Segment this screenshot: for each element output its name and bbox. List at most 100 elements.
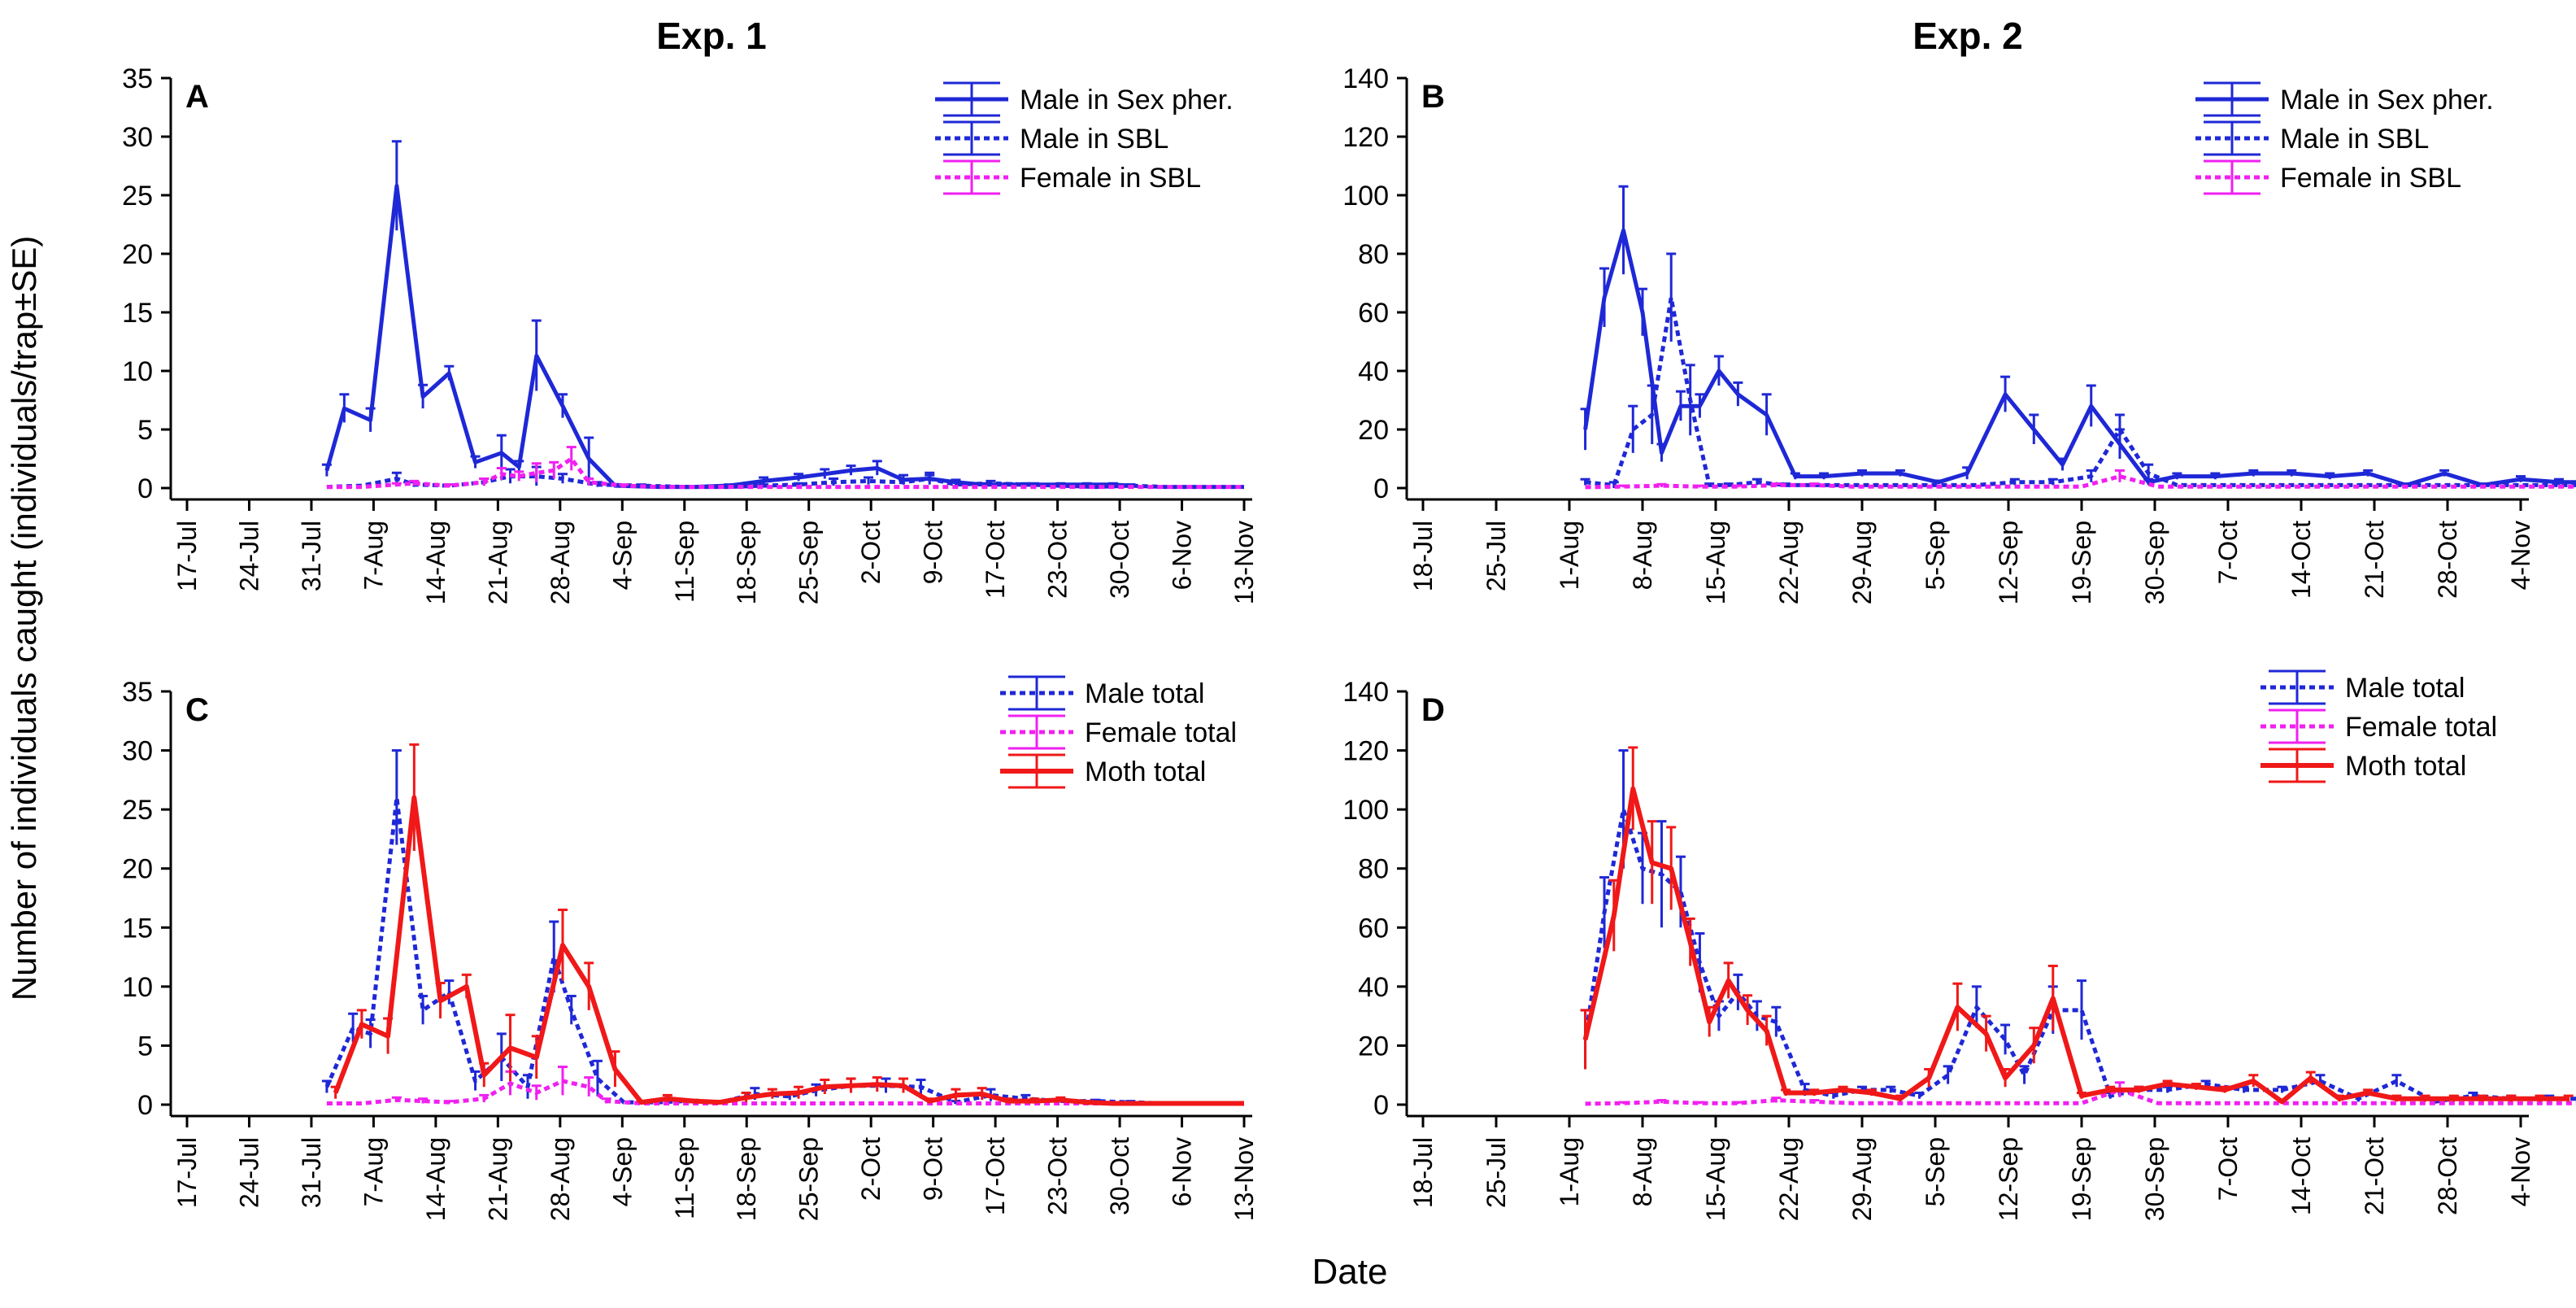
series-line xyxy=(1583,807,2576,1104)
legend: Male total Female total Moth total xyxy=(1000,675,1237,789)
panel-c: 0 5 10 15 20 25 30 35 17-Jul 24-Jul 31-Jul 7-Aug 14-… xyxy=(122,675,1259,1221)
x-tick-label: 7-Aug xyxy=(359,521,388,590)
legend-label: Male in SBL xyxy=(2280,124,2429,155)
x-tick-label: 14-Oct xyxy=(2287,521,2316,599)
series-male-total xyxy=(1580,749,2576,1104)
x-tick-label: 14-Aug xyxy=(421,1137,450,1221)
x-tick-label: 13-Nov xyxy=(1229,521,1259,604)
series-line xyxy=(1582,786,2569,1105)
legend-label: Male total xyxy=(1085,678,1204,709)
x-tick-label: 17-Oct xyxy=(981,1137,1010,1215)
y-tick-label: 30 xyxy=(122,736,153,767)
series-moth-total xyxy=(330,743,1244,1106)
panels: 0 5 10 15 20 25 30 35 17-Jul 24-Jul 31-Jul 7-Aug 14-… xyxy=(122,15,2576,1221)
x-tick-label: 25-Sep xyxy=(794,521,824,604)
x-tick-label: 31-Jul xyxy=(297,1137,326,1208)
x-tick-label: 22-Aug xyxy=(1774,1137,1804,1221)
legend-label: Female in SBL xyxy=(2280,163,2461,194)
x-tick-label: 9-Oct xyxy=(919,1137,948,1201)
y-tick-label: 60 xyxy=(1358,298,1389,329)
x-tick-label: 4-Nov xyxy=(2506,521,2535,590)
series-male-in-sex-pher xyxy=(321,140,1136,490)
y-tick-label: 0 xyxy=(1373,1090,1389,1121)
x-tick-label: 30-Oct xyxy=(1105,1137,1134,1215)
legend-label: Moth total xyxy=(2345,751,2466,782)
x-tick-label: 30-Sep xyxy=(2140,1137,2169,1221)
y-tick-label: 0 xyxy=(1373,473,1389,504)
x-tick-label: 4-Sep xyxy=(607,521,637,590)
y-tick-label: 20 xyxy=(122,239,153,270)
y-tick-label: 15 xyxy=(122,913,153,944)
y-tick-label: 120 xyxy=(1342,122,1389,153)
series-male-in-sbl xyxy=(1580,252,2576,488)
x-tick-label: 25-Sep xyxy=(794,1137,824,1221)
y-tick-label: 5 xyxy=(137,1031,153,1062)
series-female-in-sbl xyxy=(326,446,1244,490)
x-tick-label: 9-Oct xyxy=(919,521,948,584)
y-tick-label: 35 xyxy=(122,677,153,708)
x-tick-label: 22-Aug xyxy=(1774,521,1804,604)
x-tick-label: 25-Jul xyxy=(1482,521,1511,591)
legend: Male in Sex pher. Male in SBL Female in SB… xyxy=(935,81,1234,195)
x-tick-label: 2-Oct xyxy=(856,1137,886,1201)
legend-label: Male in Sex pher. xyxy=(2280,85,2494,116)
x-tick-label: 4-Sep xyxy=(607,1137,637,1206)
y-tick-label: 40 xyxy=(1358,972,1389,1003)
y-tick-label: 100 xyxy=(1342,795,1389,826)
panel-title: Exp. 1 xyxy=(656,15,767,57)
x-tick-label: 14-Oct xyxy=(2287,1137,2316,1215)
y-tick-label: 35 xyxy=(122,63,153,94)
x-tick-label: 4-Nov xyxy=(2506,1137,2535,1206)
panel-letter: A xyxy=(185,79,209,115)
x-tick-label: 28-Oct xyxy=(2433,1137,2462,1215)
y-tick-label: 5 xyxy=(137,415,153,446)
y-tick-label: 25 xyxy=(122,795,153,826)
panel-letter: C xyxy=(185,692,209,728)
x-tick-label: 19-Sep xyxy=(2067,1137,2096,1221)
series-female-in-sbl xyxy=(1585,469,2576,490)
x-tick-label: 17-Jul xyxy=(172,521,202,591)
x-tick-label: 29-Aug xyxy=(1847,1137,1877,1221)
x-tick-label: 18-Jul xyxy=(1408,1137,1438,1208)
panel-title: Exp. 2 xyxy=(1912,15,2023,57)
x-tick-label: 7-Oct xyxy=(2213,521,2243,584)
x-tick-label: 5-Sep xyxy=(1921,521,1950,590)
x-tick-label: 18-Sep xyxy=(732,1137,761,1221)
panel-letter: B xyxy=(1421,79,1445,115)
series-line xyxy=(326,456,1244,490)
series-male-in-sex-pher xyxy=(1580,185,2576,487)
x-tick-label: 24-Jul xyxy=(234,521,263,591)
x-tick-label: 28-Aug xyxy=(546,1137,575,1221)
y-tick-label: 20 xyxy=(122,854,153,885)
x-tick-label: 23-Oct xyxy=(1043,521,1073,599)
x-tick-label: 30-Oct xyxy=(1105,521,1134,599)
y-tick-label: 140 xyxy=(1342,677,1389,708)
x-tick-label: 13-Nov xyxy=(1229,1137,1259,1221)
y-tick-label: 80 xyxy=(1358,239,1389,270)
x-tick-label: 21-Oct xyxy=(2360,1137,2389,1215)
x-tick-label: 23-Oct xyxy=(1043,1137,1073,1215)
legend-label: Female total xyxy=(2345,712,2497,743)
legend: Male total Female total Moth total xyxy=(2261,669,2497,783)
legend-label: Male in SBL xyxy=(1020,124,1168,155)
series-moth-total xyxy=(1580,746,2574,1105)
x-tick-label: 7-Oct xyxy=(2213,1137,2243,1201)
y-tick-label: 20 xyxy=(1358,415,1389,446)
series-male-total xyxy=(321,749,1244,1105)
y-tick-label: 140 xyxy=(1342,63,1389,94)
series-line xyxy=(324,184,1131,490)
x-tick-label: 12-Sep xyxy=(1994,1137,2023,1221)
x-tick-label: 18-Jul xyxy=(1408,521,1438,591)
x-tick-label: 17-Oct xyxy=(981,521,1010,599)
y-tick-label: 60 xyxy=(1358,913,1389,944)
series-line xyxy=(1585,295,2576,487)
shared-y-axis-label: Number of individuals caught (individual… xyxy=(5,236,43,1001)
panel-b: 0 20 40 60 80 100 120 140 18-Jul 25-Jul 1-Aug 8-Aug… xyxy=(1342,15,2576,604)
y-tick-label: 10 xyxy=(122,972,153,1003)
x-tick-label: 25-Jul xyxy=(1482,1137,1511,1208)
x-tick-label: 24-Jul xyxy=(234,1137,263,1208)
x-tick-label: 7-Aug xyxy=(359,1137,388,1206)
x-tick-label: 28-Aug xyxy=(546,521,575,604)
x-tick-label: 30-Sep xyxy=(2140,521,2169,604)
